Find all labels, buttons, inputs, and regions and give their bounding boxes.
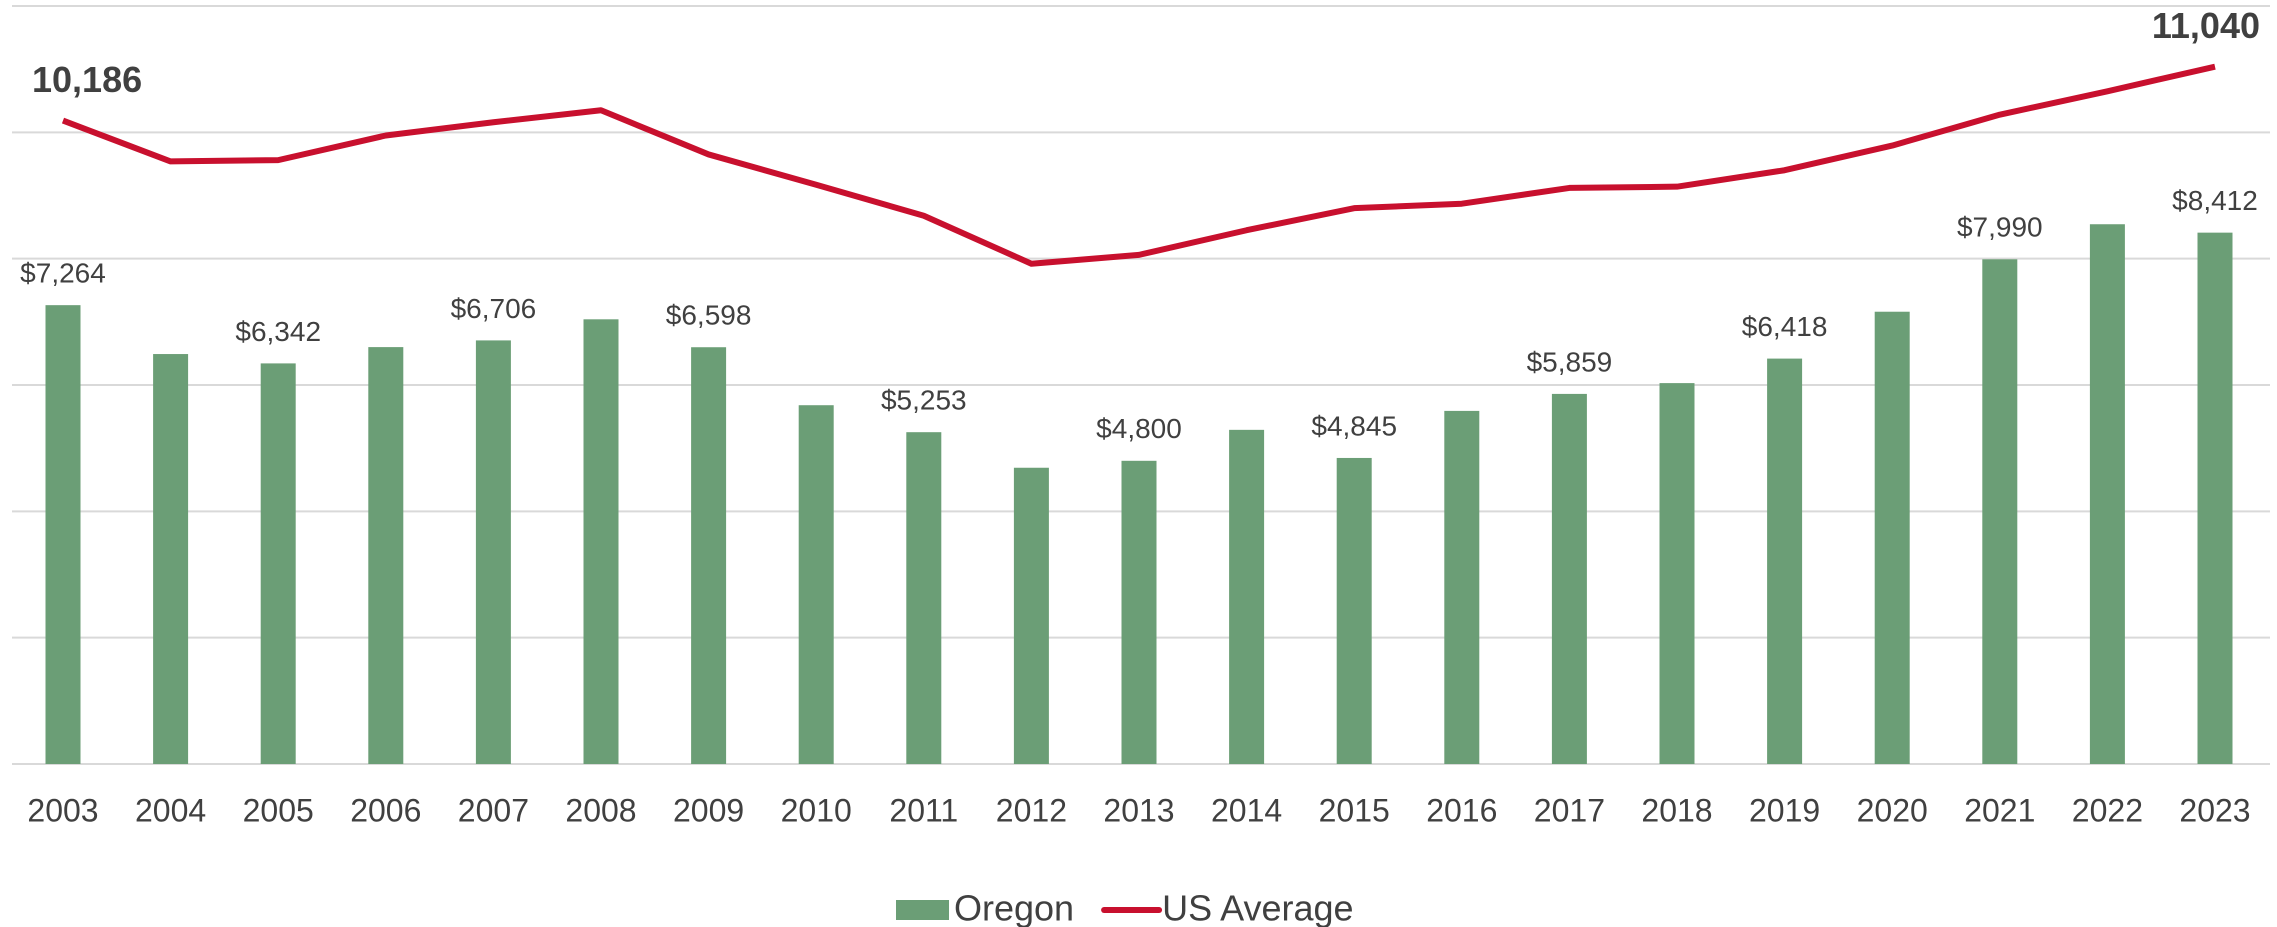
data-label: $6,418 — [1742, 311, 1828, 342]
line — [61, 63, 2216, 267]
x-tick-label: 2015 — [1319, 792, 1390, 828]
x-tick-label: 2011 — [889, 792, 958, 828]
data-label: $6,342 — [235, 316, 321, 347]
x-tick-label: 2010 — [781, 792, 852, 828]
x-tick-label: 2005 — [243, 792, 314, 828]
bar — [2197, 232, 2233, 765]
bar — [1336, 457, 1372, 764]
bar — [691, 347, 727, 764]
bar — [1229, 429, 1265, 764]
bar — [1659, 383, 1695, 764]
x-tick-label: 2019 — [1749, 792, 1820, 828]
bar — [1874, 311, 1910, 764]
data-label: $4,800 — [1096, 413, 1182, 444]
x-tick-label: 2023 — [2179, 792, 2250, 828]
x-tick-label: 2003 — [27, 792, 98, 828]
bar — [1767, 358, 1803, 764]
bar — [1444, 410, 1480, 764]
bar — [906, 432, 942, 764]
x-tick-label: 2020 — [1857, 792, 1928, 828]
x-tick-label: 2022 — [2072, 792, 2143, 828]
legend-swatch — [896, 900, 949, 920]
data-label: $4,845 — [1311, 410, 1397, 441]
x-tick-label: 2014 — [1211, 792, 1282, 828]
data-label: $5,859 — [1527, 346, 1613, 377]
data-label: 11,040 — [2152, 5, 2260, 46]
legend-label: US Average — [1162, 888, 1353, 927]
bar — [1982, 259, 2018, 764]
bar — [798, 405, 834, 764]
bar — [45, 305, 81, 764]
bar — [260, 363, 296, 764]
x-tick-label: 2018 — [1641, 792, 1712, 828]
data-label: $6,598 — [666, 300, 752, 331]
x-tick-label: 2007 — [458, 792, 529, 828]
bar — [1013, 467, 1049, 764]
x-tick-label: 2021 — [1964, 792, 2035, 828]
x-tick-label: 2017 — [1534, 792, 1605, 828]
data-label: $6,706 — [451, 293, 537, 324]
x-tick-label: 2016 — [1426, 792, 1497, 828]
x-tick-label: 2013 — [1103, 792, 1174, 828]
bar — [475, 340, 511, 764]
data-label: $5,253 — [881, 385, 967, 416]
x-tick-label: 2004 — [135, 792, 206, 828]
x-tick-label: 2009 — [673, 792, 744, 828]
bar — [2089, 224, 2125, 764]
data-label: 10,186 — [32, 59, 142, 100]
bar — [1121, 460, 1157, 764]
bar — [1551, 393, 1587, 764]
data-label: $8,412 — [2172, 185, 2258, 216]
bar — [368, 347, 404, 764]
x-tick-label: 2006 — [350, 792, 421, 828]
x-tick-label: 2012 — [996, 792, 1067, 828]
data-label: $7,990 — [1957, 212, 2043, 243]
x-tick-label: 2008 — [565, 792, 636, 828]
legend-label: Oregon — [954, 888, 1074, 927]
data-label: $7,264 — [20, 258, 106, 289]
bar — [583, 319, 619, 764]
bar — [153, 354, 189, 764]
